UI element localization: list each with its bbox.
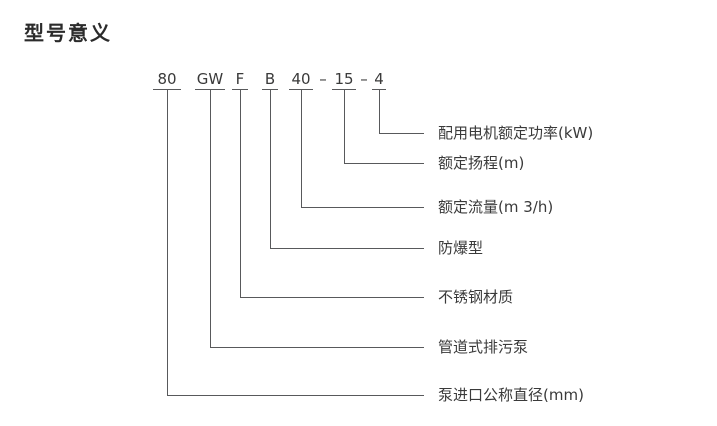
callout-line-power-vertical <box>379 90 380 133</box>
callout-label-pump-type: 管道式排污泵 <box>438 338 529 356</box>
code-segment-material: F <box>232 70 248 90</box>
code-segment-pump-type: GW <box>195 70 225 90</box>
code-segment-explosion-proof: B <box>262 70 278 90</box>
callout-line-explosion-proof-horizontal <box>270 248 424 249</box>
callout-label-head: 额定扬程(m) <box>438 154 525 172</box>
callout-line-head-vertical <box>344 90 345 163</box>
callout-line-material-vertical <box>240 90 241 297</box>
callout-line-flow-horizontal <box>301 207 424 208</box>
callout-line-power-horizontal <box>379 133 424 134</box>
callout-line-head-horizontal <box>344 163 424 164</box>
callout-label-material: 不锈钢材质 <box>438 288 514 306</box>
callout-label-power: 配用电机额定功率(kW) <box>438 124 594 142</box>
code-segment-power: 4 <box>372 70 386 90</box>
callout-label-explosion-proof: 防爆型 <box>438 239 484 257</box>
callout-line-inlet-diameter-vertical <box>167 90 168 395</box>
callout-line-pump-type-horizontal <box>210 347 424 348</box>
callout-line-explosion-proof-vertical <box>270 90 271 248</box>
code-segment-head: 15 <box>332 70 356 90</box>
page-title: 型号意义 <box>24 21 112 45</box>
callout-label-flow: 额定流量(m 3/h) <box>438 198 554 216</box>
callout-line-pump-type-vertical <box>210 90 211 347</box>
callout-line-inlet-diameter-horizontal <box>167 395 424 396</box>
callout-line-material-horizontal <box>240 297 424 298</box>
callout-line-flow-vertical <box>301 90 302 207</box>
callout-label-inlet-diameter: 泵进口公称直径(mm) <box>438 386 584 404</box>
code-segment-flow: 40 <box>289 70 313 90</box>
code-segment-inlet-diameter: 80 <box>153 70 181 90</box>
code-separator: – <box>319 70 327 88</box>
code-separator: – <box>360 70 368 88</box>
